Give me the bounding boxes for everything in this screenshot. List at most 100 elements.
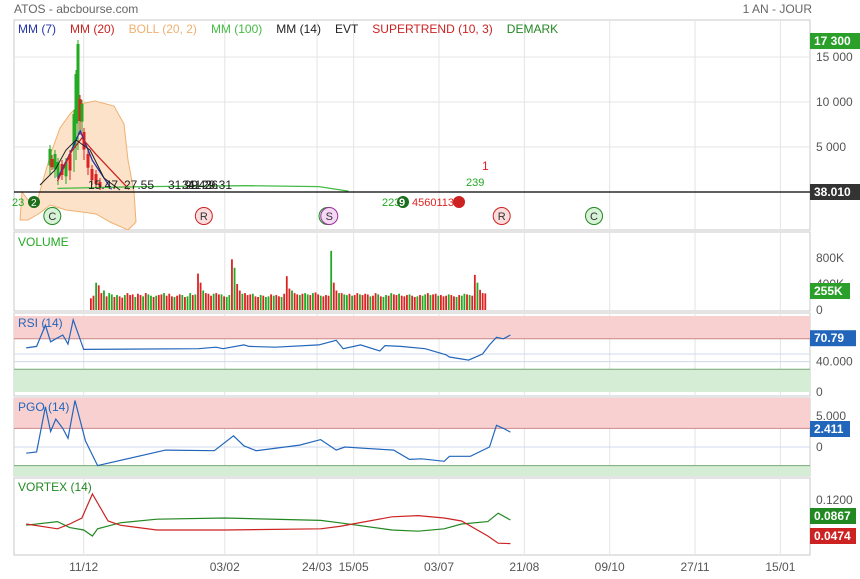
volume-bar (118, 296, 121, 310)
event-letter: S (326, 211, 333, 223)
rsi-overbought-zone (14, 316, 810, 339)
volume-bar (398, 293, 400, 310)
volume-bar (458, 295, 461, 310)
volume-bar (325, 295, 327, 310)
volume-bar (332, 282, 335, 310)
x-tick-label: 11/12 (69, 560, 98, 574)
x-tick-label: 27/11 (680, 560, 709, 574)
volume-bar (288, 288, 291, 310)
price-label: 41.26 (188, 178, 218, 192)
event-letter: C (590, 211, 598, 223)
volume-bar (453, 296, 455, 310)
volume-bar (385, 295, 387, 310)
volume-bar (90, 298, 92, 310)
vortex-y-tick: 0.1200 (816, 493, 853, 507)
volume-bar (479, 289, 481, 310)
volume-bar (103, 290, 105, 310)
volume-bar (100, 293, 103, 310)
volume-bar (429, 295, 432, 310)
volume-bar (434, 293, 437, 310)
price-candle (64, 162, 68, 177)
volume-bar (439, 295, 442, 310)
rsi-current-badge-bg (810, 330, 856, 347)
price-series-line (56, 136, 130, 190)
rsi-title: RSI (14) (18, 316, 63, 330)
volume-bar (217, 294, 220, 310)
volume-bar (212, 293, 215, 310)
chart-source-title: ATOS - abcbourse.com (14, 2, 139, 16)
volume-bar (390, 293, 393, 310)
volume-bar (403, 296, 406, 310)
volume-bar (181, 295, 184, 310)
volume-bar (233, 267, 236, 310)
price-candle (50, 159, 54, 168)
price-candle (53, 154, 57, 170)
volume-bar (267, 296, 270, 310)
volume-y-tick: 800K (816, 251, 844, 265)
volume-bar (387, 295, 390, 310)
volume-bar (364, 293, 367, 310)
vortex-plus-badge-bg (810, 508, 856, 524)
volume-bar (225, 297, 228, 310)
price-series-line (56, 129, 113, 190)
volume-bar (105, 296, 108, 310)
volume-bar (272, 295, 275, 310)
volume-bar (131, 294, 134, 310)
volume-bar (473, 274, 476, 310)
event-letter: C (48, 211, 56, 223)
volume-bar (189, 293, 192, 310)
legend-demark: DEMARK (507, 22, 558, 36)
volume-bar (411, 295, 414, 310)
volume-bar (197, 273, 199, 310)
volume-bar (285, 276, 288, 310)
volume-bar (421, 295, 424, 310)
volume-bar (343, 294, 346, 310)
event-marker (492, 207, 511, 225)
volume-bar (322, 296, 325, 310)
price-label: 29.31 (202, 178, 232, 192)
volume-bar (116, 295, 118, 310)
pgo-current-badge: 2.411 (814, 422, 844, 436)
volume-bar (301, 293, 304, 310)
volume-title: VOLUME (18, 235, 69, 249)
demark-nine-marker (397, 196, 409, 208)
volume-bar (129, 295, 131, 310)
volume-bar (220, 294, 223, 310)
vortex-line (26, 492, 511, 545)
volume-bar (238, 290, 241, 310)
volume-bar (312, 293, 314, 310)
volume-bar (184, 297, 186, 310)
volume-bar (199, 282, 202, 310)
vortex-line (26, 512, 511, 537)
panel-frame-price (13, 19, 811, 231)
volume-bar (144, 293, 147, 310)
chart-period[interactable]: 1 AN - JOUR (742, 2, 812, 16)
price-current-badge-bg (810, 184, 860, 200)
pgo-oversold-zone (14, 465, 810, 476)
volume-bar (97, 285, 100, 310)
demark-number: 239 (466, 177, 484, 189)
vortex-plus-badge: 0.0867 (814, 509, 851, 523)
volume-bar (254, 296, 257, 310)
demark-number: 23 (12, 197, 24, 209)
volume-bar (413, 297, 416, 310)
legend-evt: EVT (335, 22, 359, 36)
x-tick-label: 03/07 (424, 560, 454, 574)
vortex-minus-badge-bg (810, 528, 856, 544)
vortex-minus-badge: 0.0474 (814, 529, 851, 543)
volume-bar (379, 296, 382, 310)
event-marker (43, 207, 62, 225)
volume-bar (95, 282, 98, 310)
supertrend-marker (453, 196, 465, 208)
panel-frame-volume (13, 231, 811, 312)
price-current-badge: 38.010 (814, 185, 851, 199)
pgo-line (26, 400, 511, 467)
volume-bar (291, 290, 293, 310)
volume-bar (426, 293, 429, 310)
volume-bar (327, 295, 330, 310)
pgo-y-tick: 0 (816, 440, 823, 454)
price-candle (90, 169, 94, 180)
volume-bar (147, 294, 150, 310)
volume-bar (447, 294, 450, 310)
